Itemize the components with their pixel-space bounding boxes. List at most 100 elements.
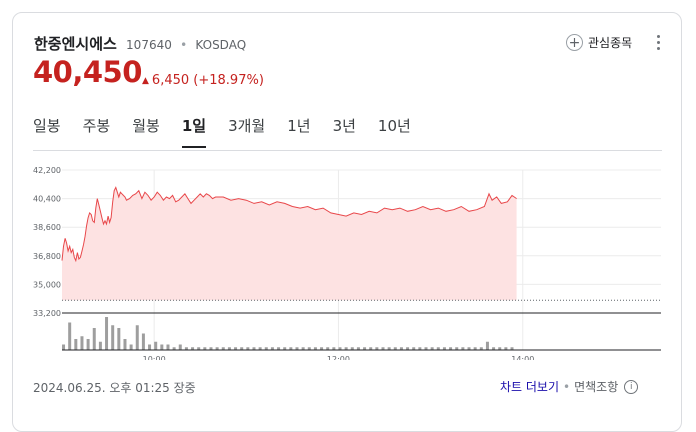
volume-bar xyxy=(356,347,360,350)
volume-bar xyxy=(479,347,483,350)
volume-bar xyxy=(277,347,281,350)
volume-bar xyxy=(191,347,195,350)
volume-bar xyxy=(86,339,90,350)
volume-bar xyxy=(166,344,170,350)
tab-period[interactable]: 10년 xyxy=(377,117,411,135)
volume-bar xyxy=(129,344,133,350)
volume-bar xyxy=(449,347,453,350)
volume-bar xyxy=(92,328,96,350)
tab-period[interactable]: 주봉 xyxy=(82,117,111,135)
volume-bar xyxy=(412,347,416,350)
volume-bar xyxy=(270,347,274,350)
info-icon[interactable]: i xyxy=(624,379,639,394)
volume-bar xyxy=(344,347,348,350)
volume-bar xyxy=(332,347,336,350)
volume-bar xyxy=(62,344,66,350)
price-line xyxy=(61,186,517,263)
volume-bar xyxy=(307,347,311,350)
x-tick-label: 10:00 xyxy=(143,355,166,360)
volume-bar xyxy=(74,339,78,350)
change-percent: (+18.97%) xyxy=(193,73,264,88)
volume-bar xyxy=(135,325,139,350)
disclaimer-link[interactable]: 면책조항 xyxy=(574,380,619,394)
volume-bar xyxy=(461,347,465,350)
volume-bar xyxy=(510,347,514,350)
price-change: ▲ 6,450 (+18.97%) xyxy=(142,73,264,88)
price-chart[interactable]: 42,200 40,400 38,600 36,800 35,000 33,200 10:0… xyxy=(0,150,696,360)
chart-more-link[interactable]: 차트 더보기 xyxy=(500,380,560,394)
period-tabs: 일봉 주봉 월봉 1일 3개월 1년 3년 10년 xyxy=(33,115,433,148)
volume-bar xyxy=(430,347,434,350)
volume-bar xyxy=(375,347,379,350)
volume-bar xyxy=(105,317,109,350)
volume-bar xyxy=(197,347,201,350)
y-tick-label: 38,600 xyxy=(33,223,61,232)
volume-bar xyxy=(498,347,502,350)
more-options-icon[interactable] xyxy=(653,35,663,51)
volume-bar xyxy=(485,341,489,350)
volume-bar xyxy=(442,347,446,350)
up-arrow-icon: ▲ xyxy=(142,76,149,86)
volume-bar xyxy=(326,347,330,350)
volume-bar xyxy=(301,347,305,350)
volume-bar xyxy=(313,347,317,350)
tabs-divider xyxy=(33,150,662,151)
volume-bar xyxy=(289,347,293,350)
volume-bar xyxy=(178,344,182,350)
tab-period[interactable]: 3개월 xyxy=(228,117,266,135)
volume-bar xyxy=(504,347,508,350)
timestamp: 2024.06.25. 오후 01:25 장중 xyxy=(33,381,196,395)
volume-bar xyxy=(393,347,397,350)
volume-bar xyxy=(492,347,496,350)
watchlist-label: 관심종목 xyxy=(588,36,633,50)
volume-bar xyxy=(160,344,164,350)
volume-bar xyxy=(283,347,287,350)
stock-code: 107640 xyxy=(126,38,172,52)
volume-bar xyxy=(295,347,299,350)
tab-period[interactable]: 월봉 xyxy=(132,117,160,135)
volume-bar xyxy=(154,341,158,350)
change-amount: 6,450 xyxy=(151,73,190,88)
volume-bar xyxy=(184,347,188,350)
y-tick-label: 42,200 xyxy=(33,166,61,175)
volume-bar xyxy=(258,347,262,350)
tab-period[interactable]: 1년 xyxy=(287,117,311,135)
tab-period[interactable]: 일봉 xyxy=(33,117,61,135)
separator-dot: • xyxy=(563,379,571,394)
volume-bar xyxy=(80,336,84,350)
volume-bar xyxy=(406,347,410,350)
add-watchlist-button[interactable]: + 관심종목 xyxy=(566,34,632,51)
volume-bar xyxy=(473,347,477,350)
y-tick-label: 40,400 xyxy=(33,195,61,204)
volume-bar xyxy=(418,347,422,350)
volume-bar xyxy=(369,347,373,350)
x-tick-label: 14:00 xyxy=(511,355,534,360)
stock-name[interactable]: 한중엔시에스 xyxy=(34,35,117,53)
y-tick-label: 33,200 xyxy=(33,309,61,318)
volume-bar xyxy=(350,347,354,350)
price-area xyxy=(62,187,517,301)
volume-bar xyxy=(215,347,219,350)
volume-bar xyxy=(467,347,471,350)
volume-bar xyxy=(399,347,403,350)
volume-bar xyxy=(111,325,115,350)
volume-bar xyxy=(455,347,459,350)
volume-bar xyxy=(209,347,213,350)
stock-market: KOSDAQ xyxy=(195,38,247,52)
volume-bar xyxy=(141,333,145,350)
current-price: 40,450 xyxy=(33,55,142,89)
volume-bar xyxy=(203,347,207,350)
tab-period[interactable]: 3년 xyxy=(332,117,356,135)
tab-period[interactable]: 1일 xyxy=(181,115,207,148)
volume-bar xyxy=(387,347,391,350)
volume-bar xyxy=(264,347,268,350)
volume-bar xyxy=(240,347,244,350)
separator-dot: • xyxy=(180,38,188,52)
volume-bar xyxy=(246,347,250,350)
volume-bar xyxy=(148,344,152,350)
volume-bar xyxy=(381,347,385,350)
y-tick-label: 36,800 xyxy=(33,252,61,261)
volume-bar xyxy=(98,341,102,350)
volume-bar xyxy=(424,347,428,350)
volume-bar xyxy=(172,347,176,350)
